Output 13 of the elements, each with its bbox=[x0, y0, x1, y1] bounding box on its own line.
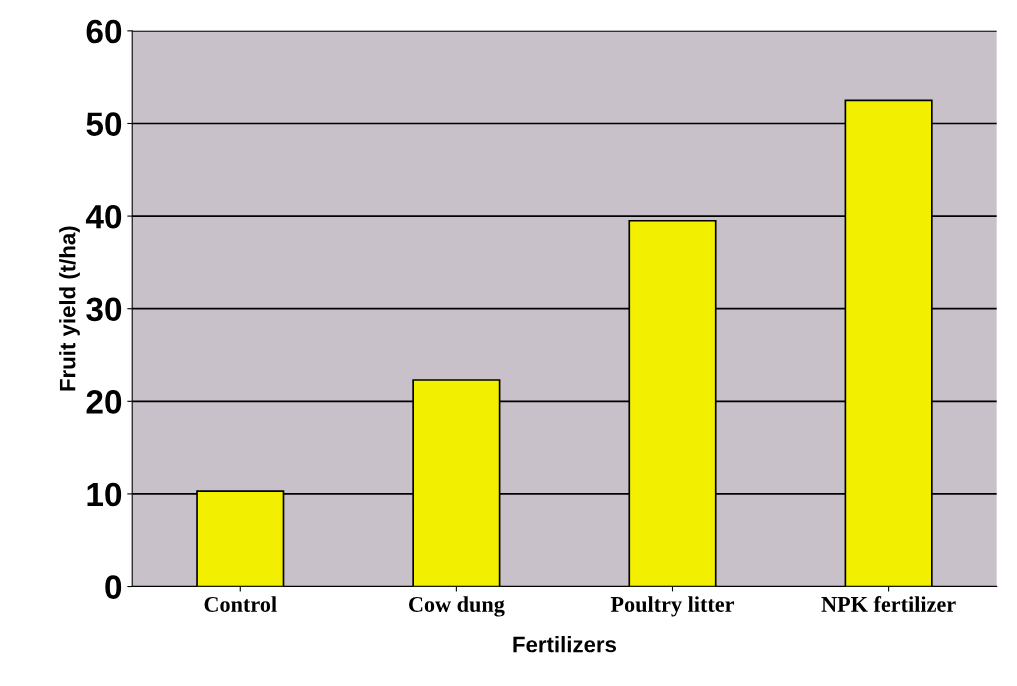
y-tick-label: 0 bbox=[105, 575, 122, 599]
y-tick-label: 50 bbox=[86, 112, 122, 136]
x-tick-label: Cow dung bbox=[408, 596, 505, 617]
y-tick-label: 10 bbox=[87, 482, 122, 507]
x-tick-label: Poultry litter bbox=[610, 596, 735, 617]
x-tick-label: NPK fertilizer bbox=[821, 596, 956, 612]
y-tick-label: 40 bbox=[85, 204, 122, 229]
y-axis-title: Fruit yield (t/ha) bbox=[59, 226, 80, 391]
x-axis-title: Fertilizers bbox=[513, 636, 617, 653]
x-tick-label: Control bbox=[204, 596, 277, 612]
y-tick-label: 60 bbox=[86, 19, 122, 44]
y-tick-label: 20 bbox=[86, 390, 122, 414]
y-tick-label: 30 bbox=[86, 297, 122, 322]
